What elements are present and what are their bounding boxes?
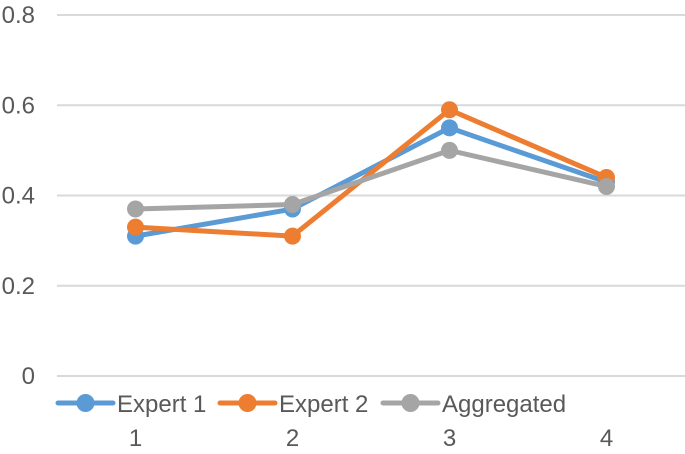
data-point-marker-aggregated: [284, 196, 301, 214]
y-axis-tick-label: 0.6: [2, 92, 35, 119]
y-axis-tick-label: 0: [22, 363, 35, 390]
data-point-marker-aggregated: [127, 200, 144, 218]
data-point-marker-expert-2: [284, 227, 301, 245]
y-axis-tick-label: 0.8: [2, 2, 35, 29]
series-line-aggregated: [133, 147, 609, 212]
legend-marker-circle-expert-1: [76, 394, 95, 412]
legend-marker-circle-aggregated: [401, 394, 420, 412]
data-point-marker-expert-2: [441, 101, 458, 119]
x-axis-category-label: 2: [286, 425, 299, 452]
y-axis-tick-label: 0.2: [2, 273, 35, 300]
x-axis-category-label: 4: [600, 425, 613, 452]
y-axis-tick-label: 0.4: [2, 183, 35, 210]
series-line-expert-1: [133, 125, 609, 239]
x-axis-category-label: 1: [129, 425, 142, 452]
legend-label-expert-1: Expert 1: [117, 391, 206, 418]
x-axis-category-label: 3: [443, 425, 456, 452]
legend-label-expert-2: Expert 2: [279, 391, 368, 418]
data-point-marker-expert-2: [127, 218, 144, 236]
legend-label-aggregated: Aggregated: [442, 391, 566, 418]
data-point-marker-expert-1: [441, 119, 458, 137]
data-point-marker-aggregated: [441, 141, 458, 159]
data-point-marker-aggregated: [598, 177, 615, 195]
series-line-expert-2: [133, 107, 609, 239]
legend-marker-circle-expert-2: [238, 394, 257, 412]
